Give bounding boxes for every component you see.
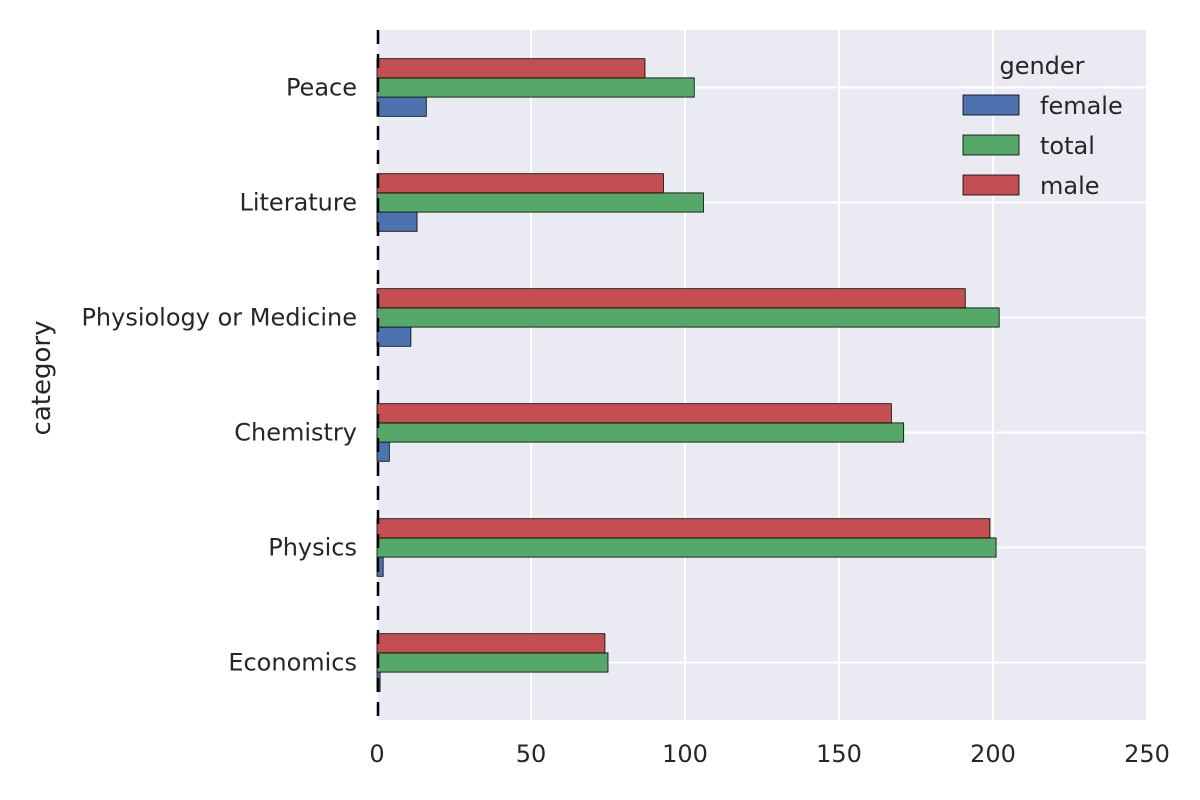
y-tick-label: Physiology or Medicine (81, 304, 357, 332)
bar-total-physiology-or-medicine (376, 307, 1000, 328)
legend-title: gender (999, 52, 1084, 80)
legend-swatch-male (962, 174, 1020, 196)
bar-male-physiology-or-medicine (376, 288, 966, 309)
y-tick-label: Literature (239, 189, 357, 217)
x-tick-label: 0 (369, 740, 384, 768)
bar-total-literature (376, 192, 704, 213)
legend-swatch-female (962, 94, 1020, 116)
legend-label-male: male (1040, 172, 1100, 200)
legend-label-total: total (1040, 132, 1095, 160)
bar-male-economics (376, 633, 606, 654)
bar-male-literature (376, 173, 664, 194)
bar-female-physiology-or-medicine (376, 326, 412, 347)
bar-female-literature (376, 211, 418, 232)
bar-total-peace (376, 77, 695, 98)
legend: gender female total male (962, 52, 1123, 200)
bar-total-economics (376, 652, 609, 673)
x-tick-label: 50 (516, 740, 547, 768)
x-tick-labels: 0 50 100 150 200 250 (369, 740, 1170, 768)
bar-male-chemistry (376, 403, 892, 424)
bar-male-physics (376, 518, 991, 539)
y-tick-label: Peace (286, 74, 357, 102)
x-tick-label: 200 (970, 740, 1016, 768)
legend-swatch-total (962, 134, 1020, 156)
bar-total-physics (376, 537, 997, 558)
y-tick-label: Chemistry (234, 419, 357, 447)
bar-male-peace (376, 58, 646, 79)
plot-background (377, 30, 1147, 720)
x-tick-label: 250 (1124, 740, 1170, 768)
y-tick-label: Economics (228, 649, 357, 677)
y-axis-label: category (27, 321, 57, 436)
legend-label-female: female (1040, 92, 1123, 120)
bar-total-chemistry (376, 422, 905, 443)
bar-female-peace (376, 96, 427, 117)
x-tick-label: 100 (662, 740, 708, 768)
y-tick-label: Physics (268, 534, 357, 562)
y-tick-labels: Peace Literature Physiology or Medicine Che… (81, 74, 357, 677)
x-tick-label: 150 (816, 740, 862, 768)
